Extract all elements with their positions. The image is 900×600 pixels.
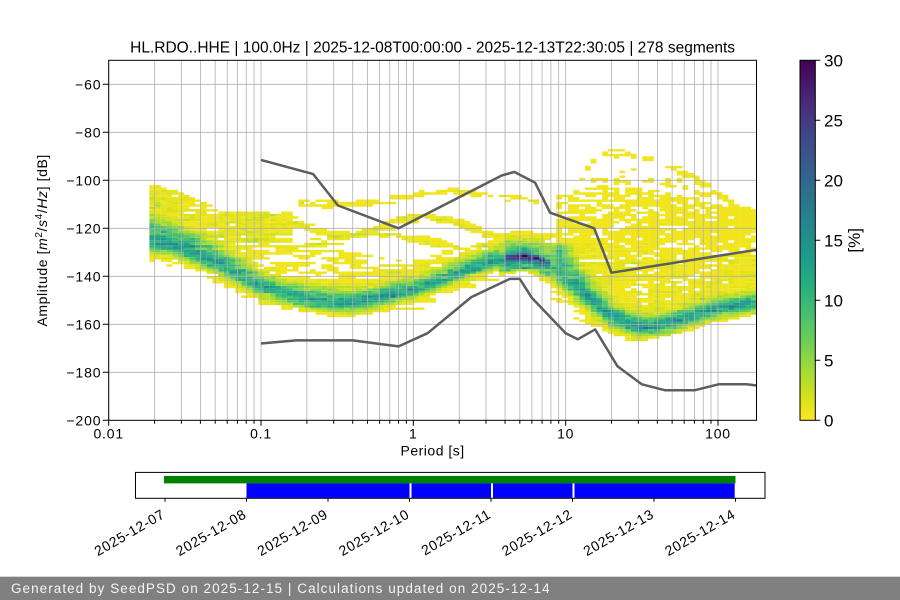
svg-text:−200: −200 (66, 412, 101, 428)
svg-text:25: 25 (824, 111, 843, 130)
svg-text:HL.RDO..HHE | 100.0Hz | 2025-1: HL.RDO..HHE | 100.0Hz | 2025-12-08T00:00… (130, 40, 735, 57)
svg-text:10: 10 (557, 426, 574, 442)
svg-text:1: 1 (409, 426, 418, 442)
svg-text:−100: −100 (66, 172, 101, 188)
svg-text:[%]: [%] (845, 228, 864, 253)
svg-text:0.01: 0.01 (93, 426, 123, 442)
svg-text:Period [s]: Period [s] (401, 443, 465, 459)
svg-text:−160: −160 (66, 316, 101, 332)
svg-text:15: 15 (824, 231, 843, 250)
svg-text:0: 0 (824, 411, 833, 430)
svg-text:100: 100 (705, 426, 731, 442)
svg-text:5: 5 (824, 351, 833, 370)
svg-text:−80: −80 (75, 124, 101, 140)
svg-text:−140: −140 (66, 268, 101, 284)
svg-text:20: 20 (824, 171, 843, 190)
svg-text:30: 30 (824, 51, 843, 70)
svg-text:10: 10 (824, 291, 843, 310)
svg-text:−120: −120 (66, 220, 101, 236)
svg-text:Amplitude [m2/s4/Hz] [dB]: Amplitude [m2/s4/Hz] [dB] (34, 154, 50, 326)
svg-text:0.1: 0.1 (250, 426, 272, 442)
svg-text:−60: −60 (75, 76, 101, 92)
svg-text:−180: −180 (66, 364, 101, 380)
svg-text:Generated by SeedPSD on 2025-1: Generated by SeedPSD on 2025-12-15 | Cal… (11, 581, 551, 596)
